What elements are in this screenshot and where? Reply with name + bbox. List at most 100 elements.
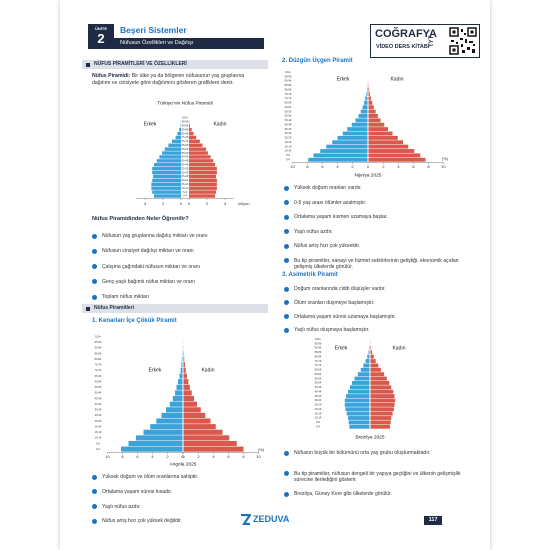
age-label: 30-34 (95, 413, 102, 417)
pyramid-bar (183, 373, 187, 379)
chart-title: Nijerya 2025 (355, 172, 382, 178)
pyramid-bar (189, 163, 216, 167)
pyramid-bar (370, 402, 395, 407)
pyramid-bar (189, 174, 216, 179)
pyramid-chart: Angola 2025 Erkek Kadın 100+ 95-99 90-9485-89… (95, 334, 265, 467)
age-label: 15-19 (285, 144, 292, 148)
pyramid-bar (368, 118, 381, 123)
pyramid-bar (308, 157, 368, 162)
age-label: 20-24 (315, 407, 322, 411)
bullet-item: Nüfusun cinsiyet dağılışı miktarı ve ora… (92, 248, 272, 254)
age-label: 55-59 (182, 151, 189, 155)
x-tick-label: 6 (412, 164, 415, 169)
x-tick-label: 10 (290, 164, 295, 169)
age-label: 45-49 (315, 385, 322, 389)
bullet-item: Nüfusun yaş gruplarına dağılış miktarı v… (92, 233, 272, 239)
pyramid-bar (344, 398, 370, 403)
age-label: 50-54 (182, 155, 189, 159)
pyramid-bar (183, 407, 201, 413)
pyramid-bar (121, 446, 183, 452)
bullet-item: Bu tip piramitler, sanayi ve hizmet sekt… (284, 258, 470, 271)
pyramid-bar (189, 139, 200, 144)
pyramid-bar (183, 362, 185, 368)
age-label: 60-64 (285, 105, 292, 109)
age-label: 85-89 (315, 350, 322, 354)
pyramid-bar (368, 122, 385, 127)
pyramid-bar (368, 92, 370, 96)
type-title: 1. Kenarları İçe Çökük Piramit (92, 318, 177, 324)
pyramid-bar (162, 151, 181, 155)
pyramid-bar (183, 396, 194, 402)
pyramid-bar (172, 396, 183, 402)
pyramid-bar (172, 139, 181, 144)
pyramid-bar (189, 190, 216, 194)
pyramid-bar (152, 190, 181, 194)
x-tick-label: 8 (427, 164, 430, 169)
age-label: 100+ (285, 70, 291, 74)
age-label: 45-49 (182, 159, 189, 163)
bullet-item: Ortalama yaşam süresi kısadır. (92, 489, 272, 495)
x-tick-label: 2 (162, 201, 165, 206)
age-label: 65-69 (95, 374, 102, 378)
age-label: 30-34 (315, 398, 322, 402)
pyramid-bar (136, 435, 183, 441)
pyramid-bar (342, 131, 368, 136)
pyramid-bar (189, 194, 216, 198)
book-level: TYT (429, 35, 435, 47)
chart-title: Türkiye'nin Nüfus Piramidi (157, 100, 213, 106)
pyramid-bar (370, 420, 391, 425)
pyramid-bar (183, 429, 223, 435)
pyramid-bar (154, 163, 181, 167)
legend-label: Kadın (392, 345, 405, 351)
pyramid-bar (189, 178, 217, 183)
pyramid-bar (345, 407, 370, 412)
pyramid-bar (189, 131, 194, 136)
x-tick-label: 2 (206, 201, 209, 206)
age-label: 90-94 (182, 123, 189, 127)
age-label: 80-84 (285, 87, 292, 91)
pyramid-bar (189, 182, 217, 186)
age-label: 40-44 (95, 402, 102, 406)
pyramid-bar (181, 356, 183, 362)
bullet-item: Nüfusun büyük bir bölümünü orta yaş grub… (284, 450, 470, 456)
age-label: 60-64 (182, 147, 189, 151)
x-tick-label: 0 (182, 454, 185, 459)
age-label: 100+ (182, 116, 188, 120)
age-label: 70-74 (285, 96, 292, 100)
pyramid-bar (370, 398, 396, 403)
pyramid-bar (344, 402, 370, 407)
age-label: 5-9 (316, 420, 320, 424)
pyramid-bar (181, 362, 183, 368)
pyramid-bar (179, 373, 183, 379)
age-label: 75-79 (182, 135, 189, 139)
pyramid-bar (183, 435, 230, 441)
age-label: 50-54 (95, 391, 102, 395)
x-tick-label: 4 (212, 454, 215, 459)
pyramid-bar (189, 166, 217, 171)
age-label: 40-44 (285, 122, 292, 126)
bullet-item: Genç-yaşlı bağımlı nüfus miktarı ve oran… (92, 279, 272, 285)
age-label: 75-79 (315, 359, 322, 363)
sheet (60, 0, 490, 550)
brand-icon (241, 513, 251, 525)
age-label: 40-44 (315, 389, 322, 393)
age-label: 70-74 (315, 363, 322, 367)
pyramid-bar (320, 149, 368, 153)
pyramid-bar (164, 147, 181, 151)
x-tick-label: 2 (166, 454, 169, 459)
pyramid-bar (368, 100, 373, 105)
pyramid-bar (128, 440, 183, 447)
x-tick-label: 2 (197, 454, 200, 459)
pyramid-bar (183, 379, 189, 385)
pyramid-bar (370, 389, 394, 394)
age-label: 90-94 (95, 346, 102, 350)
legend-label: Kadın (213, 121, 226, 127)
book-box: COĞRAFYA TYT VİDEO DERS KİTABI (370, 24, 480, 58)
age-label: 25-29 (95, 419, 102, 423)
pyramid-bar (183, 418, 211, 424)
x-tick-label: 6 (136, 454, 139, 459)
age-label: 10-14 (182, 186, 189, 190)
x-tick-label: 4 (224, 201, 227, 206)
unit-badge: ÜNİTE 2 (88, 24, 114, 49)
pyramid-bar (189, 143, 203, 147)
